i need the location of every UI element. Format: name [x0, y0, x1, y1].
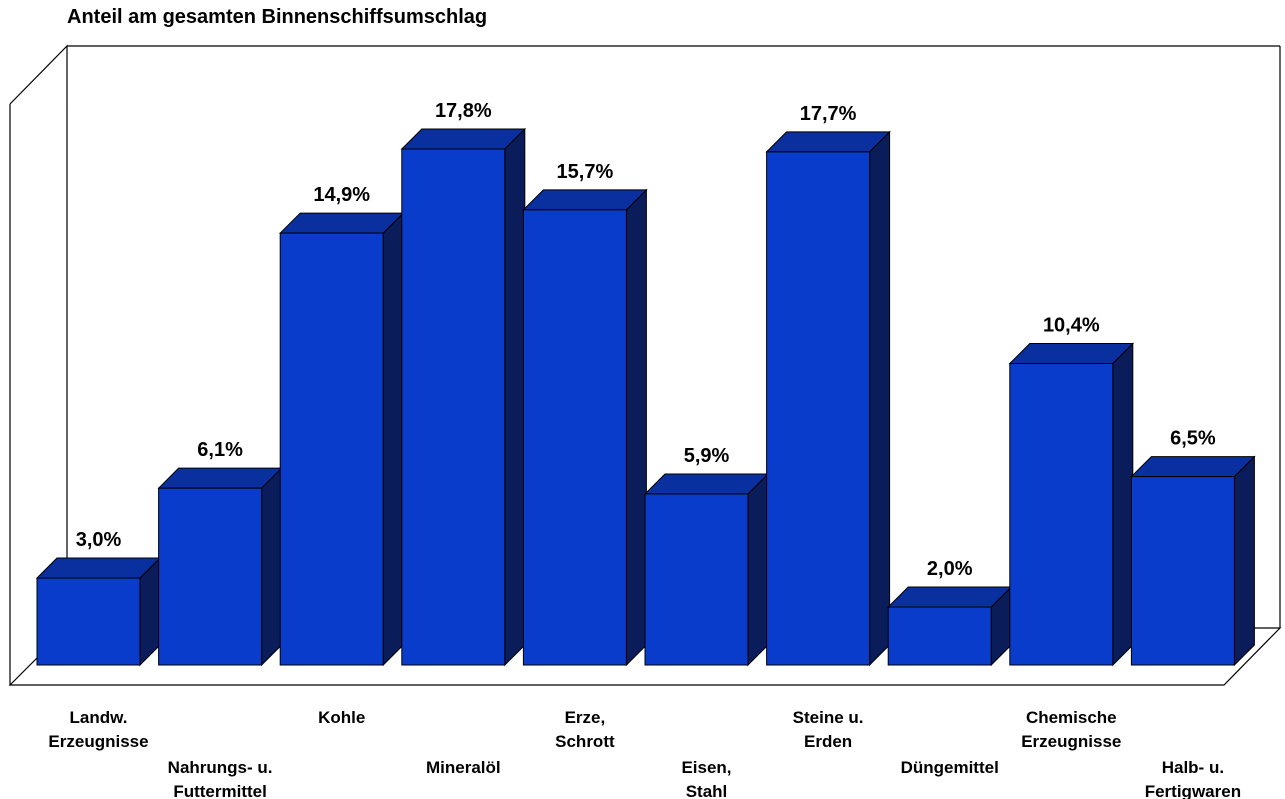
- category-label: Düngemittel: [901, 758, 999, 777]
- bar: [766, 151, 871, 666]
- data-label: 6,1%: [197, 439, 243, 461]
- bar-side: [1112, 342, 1134, 667]
- data-label: 6,5%: [1170, 428, 1216, 450]
- data-label: 5,9%: [684, 445, 730, 467]
- category-label: Landw.: [70, 708, 128, 727]
- bar: [887, 606, 992, 666]
- category-label: Kohle: [318, 708, 365, 727]
- category-label: Schrott: [555, 732, 615, 751]
- bar-side: [625, 188, 647, 667]
- bar-top: [278, 212, 405, 234]
- category-label: Stahl: [686, 782, 728, 799]
- bar-side: [747, 472, 769, 667]
- category-label: Mineralöl: [426, 758, 501, 777]
- bar: [36, 577, 141, 666]
- bar: [158, 487, 263, 666]
- bar: [279, 232, 384, 666]
- bar: [401, 148, 506, 666]
- data-label: 3,0%: [76, 529, 122, 551]
- chart-title: Anteil am gesamten Binnenschiffsumschlag: [67, 6, 488, 28]
- bar-top: [1008, 343, 1135, 365]
- data-label: 17,8%: [435, 100, 492, 122]
- category-label: Erze,: [565, 708, 606, 727]
- bar-side: [261, 466, 283, 667]
- data-label: 17,7%: [800, 103, 857, 125]
- category-label: Erzeugnisse: [48, 732, 148, 751]
- category-label: Eisen,: [681, 758, 731, 777]
- bar-top: [765, 131, 891, 153]
- back-wall-left: [9, 44, 68, 626]
- category-label: Halb- u.: [1162, 758, 1224, 777]
- bar: [522, 209, 627, 666]
- data-label: 15,7%: [557, 161, 614, 183]
- category-label: Chemische: [1026, 708, 1117, 727]
- category-label: Fertigwaren: [1145, 782, 1241, 799]
- bar-top: [522, 189, 648, 211]
- category-label: Erzeugnisse: [1021, 732, 1121, 751]
- data-label: 10,4%: [1043, 315, 1100, 337]
- bar-top: [643, 473, 770, 495]
- data-label: 14,9%: [313, 184, 370, 206]
- bar: [1009, 363, 1114, 666]
- bar-top: [1130, 456, 1256, 478]
- bar-side: [1233, 455, 1255, 667]
- category-label: Erden: [804, 732, 852, 751]
- bar-top: [35, 557, 162, 579]
- category-label: Futtermittel: [173, 782, 267, 799]
- category-label: Steine u.: [793, 708, 864, 727]
- bar-top: [886, 586, 1013, 608]
- data-label: 2,0%: [927, 558, 973, 580]
- bar-side: [504, 127, 526, 667]
- category-label: Nahrungs- u.: [168, 758, 273, 777]
- bar-side: [869, 130, 891, 667]
- bar: [1130, 476, 1235, 666]
- bar-top: [400, 128, 527, 150]
- bar-top: [157, 467, 283, 489]
- bar: [644, 493, 749, 666]
- bar-side: [382, 211, 404, 667]
